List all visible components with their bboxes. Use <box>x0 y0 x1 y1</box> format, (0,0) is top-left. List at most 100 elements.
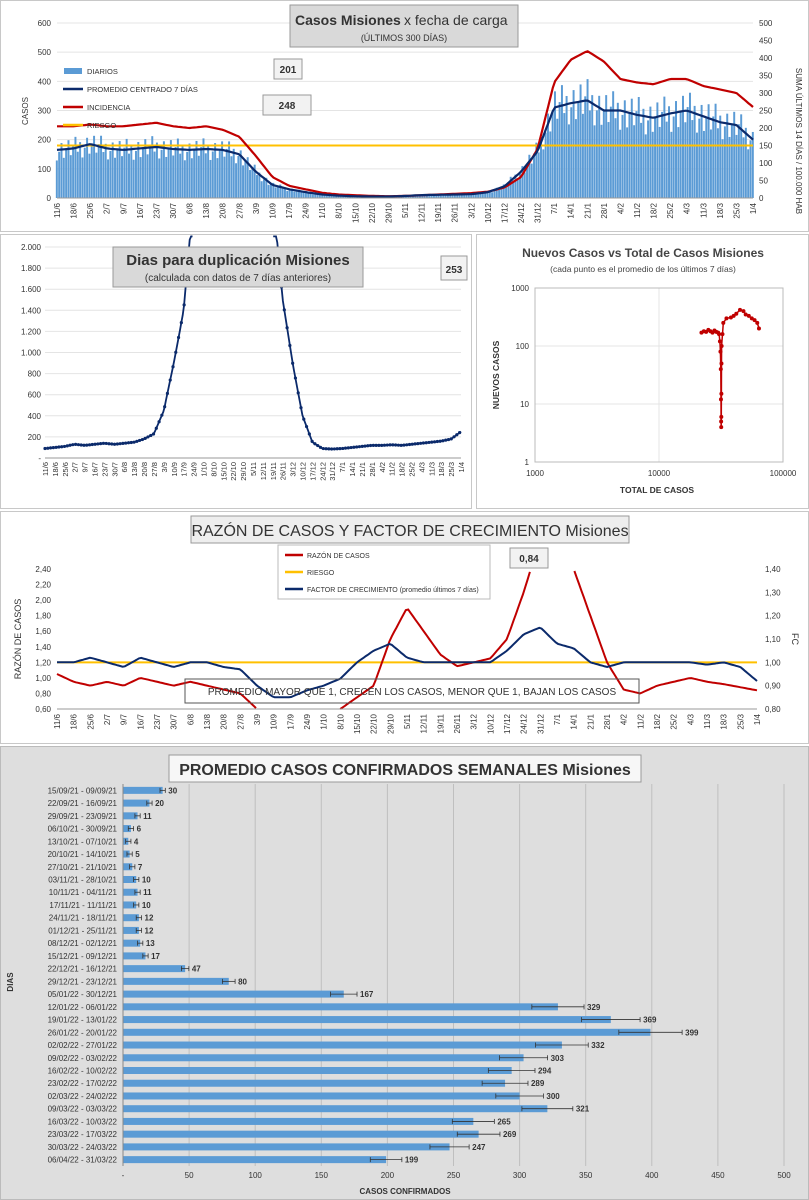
duplicacion-point <box>435 439 439 444</box>
diarios-bar <box>144 139 147 198</box>
bar <box>123 863 133 871</box>
diarios-bar <box>274 187 277 198</box>
duplicacion-point <box>382 443 387 447</box>
x-tick: 21/1 <box>358 462 367 477</box>
diarios-bar <box>540 136 542 198</box>
scatter-point <box>731 313 736 318</box>
annotation-248: 248 <box>279 101 296 112</box>
x-tick: 27/8 <box>236 713 245 729</box>
nuevos-vs-total-svg: 1 10 100 1000 1000 10000 100000 Nuevos Casos vs… <box>491 246 797 495</box>
bar-value-label: 7 <box>138 863 143 872</box>
chart-title: RAZÓN DE CASOS Y FACTOR DE CRECIMIENTO M… <box>191 521 628 540</box>
x-tick: 16/7 <box>136 713 145 729</box>
diarios-bar <box>749 140 752 198</box>
x-tick: 8/10 <box>336 713 345 729</box>
y2-axis-label: SUMA ÚLTIMOS 14 DÍAS / 100.000 HAB <box>794 68 803 214</box>
diarios-bar <box>484 191 487 198</box>
diarios-bar <box>179 153 182 198</box>
note-box <box>184 678 640 704</box>
bar <box>123 812 138 820</box>
diarios-bar <box>663 96 666 198</box>
diarios-bar <box>335 195 338 198</box>
diarios-bar <box>160 149 163 198</box>
duplicacion-point <box>371 443 375 447</box>
diarios-bar <box>488 190 491 198</box>
category-label: 16/02/22 - 10/02/22 <box>48 1067 118 1076</box>
diarios-bar <box>125 138 128 198</box>
duplicacion-point <box>115 442 119 446</box>
x-tick: 5/11 <box>401 202 410 218</box>
diarios-bar <box>276 185 279 198</box>
x-tick: 18/2 <box>398 462 407 477</box>
diarios-bar <box>544 132 547 198</box>
diarios-bar <box>286 190 289 198</box>
diarios-bar <box>705 117 708 198</box>
x-tick: 24/12 <box>318 462 327 481</box>
duplicacion-point <box>82 443 86 447</box>
duplicacion-point <box>405 443 409 447</box>
duplicacion-point <box>330 447 334 451</box>
bar-value-label: 289 <box>531 1079 545 1088</box>
legend-label: RIESGO <box>307 570 335 577</box>
diarios-bar <box>137 142 140 198</box>
duplicacion-point <box>338 447 342 451</box>
y-tick: 400 <box>28 412 42 421</box>
duplicacion-point <box>377 443 381 447</box>
x-tick: 17/9 <box>285 202 294 218</box>
diarios-bar <box>344 196 347 198</box>
duplicacion-point <box>446 437 451 442</box>
bar <box>123 965 186 973</box>
diarios-bar <box>134 150 137 198</box>
x-tick: 11/2 <box>636 713 645 729</box>
x-tick: 7/1 <box>553 713 562 725</box>
annotation-253: 253 <box>446 265 463 276</box>
x-tick: 4/3 <box>686 713 695 725</box>
y2-tick: 1,40 <box>765 565 781 574</box>
diarios-bar <box>190 158 193 198</box>
diarios-bar <box>574 119 577 198</box>
y-tick: 1,40 <box>35 643 51 652</box>
category-label: 03/11/21 - 28/10/21 <box>48 876 117 885</box>
diarios-bar <box>118 141 121 198</box>
x-tick: 19/11 <box>269 462 278 480</box>
diarios-bar <box>600 124 603 198</box>
duplicacion-point <box>332 447 336 451</box>
legend-label: INCIDENCIA <box>87 103 130 112</box>
diarios-bar <box>218 149 221 198</box>
bar-value-label: 17 <box>151 952 160 961</box>
y-axis-label: NUEVOS CASOS <box>491 340 501 409</box>
x-tick: 4/2 <box>620 713 629 725</box>
x-tick: 28/1 <box>603 713 612 729</box>
x-tick: 24/9 <box>190 462 199 477</box>
duplicacion-point <box>438 439 442 443</box>
x-tick: 8/10 <box>209 462 218 477</box>
category-label: 29/09/21 - 23/09/21 <box>48 812 118 821</box>
duplicacion-point <box>374 443 378 447</box>
diarios-bar <box>421 195 424 198</box>
diarios-bar <box>549 131 552 198</box>
duplicacion-point <box>296 391 300 395</box>
diarios-bar <box>679 111 682 198</box>
x-tick: 14/1 <box>570 713 579 729</box>
diarios-bar <box>682 95 684 198</box>
duplicacion-point <box>310 439 314 443</box>
x-tick: 1/10 <box>318 202 327 218</box>
duplicacion-point <box>171 365 175 369</box>
diarios-bar <box>107 159 110 198</box>
x-tick: 12/11 <box>418 202 427 222</box>
y-tick: 800 <box>28 370 42 379</box>
scatter-point <box>741 309 746 314</box>
diarios-bar <box>602 110 605 198</box>
diarios-bar <box>730 124 733 198</box>
diarios-bar <box>651 131 654 198</box>
scatter-line <box>701 309 760 428</box>
duplicacion-point <box>157 420 161 424</box>
x-tick: 23/7 <box>100 462 109 477</box>
diarios-bar <box>300 192 303 198</box>
duplicacion-point <box>129 440 133 445</box>
diarios-bar <box>337 196 340 198</box>
diarios-bar <box>558 102 561 198</box>
diarios-bar <box>249 170 252 198</box>
duplicacion-point <box>104 441 108 446</box>
category-label: 02/03/22 - 24/02/22 <box>48 1092 118 1101</box>
